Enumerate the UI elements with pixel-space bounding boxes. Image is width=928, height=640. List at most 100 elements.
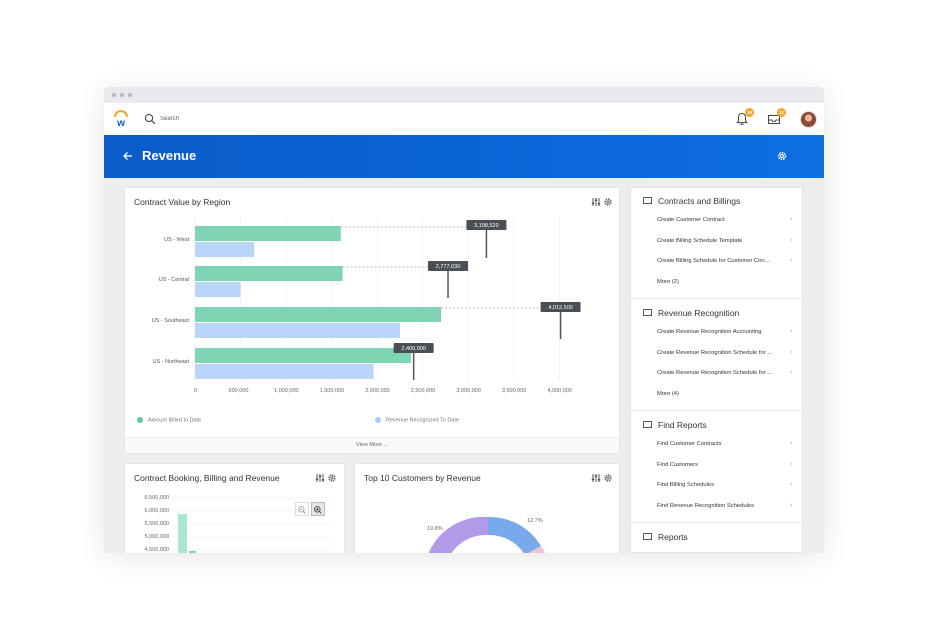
- sidebar-item[interactable]: Create Revenue Recognition Schedule for …: [657, 370, 773, 376]
- region-bar-chart: 3,198,520 2,777,030 4,012,500 2,400,000: [194, 216, 581, 381]
- total-callout: [540, 302, 581, 312]
- search-icon[interactable]: [144, 113, 156, 125]
- total-callout-label: 2,777,030: [436, 264, 460, 270]
- billed-bar: [195, 307, 441, 322]
- card-title: Contract Booking, Billing and Revenue: [134, 473, 280, 483]
- section-icon: [643, 421, 652, 429]
- sidebar-more-link[interactable]: More (4): [657, 390, 679, 397]
- chevron-right-icon: ›: [790, 440, 793, 447]
- window-chrome: [104, 87, 824, 103]
- workday-logo[interactable]: w: [112, 110, 130, 128]
- card-tools: [315, 473, 337, 483]
- total-callout: [393, 343, 434, 353]
- card-title: Top 10 Customers by Revenue: [364, 473, 481, 483]
- card-tools: [591, 473, 613, 483]
- avatar[interactable]: [800, 111, 817, 128]
- sidebar-panel: Contracts and Billings Create Customer Co…: [630, 187, 803, 553]
- total-callout-label: 4,012,500: [548, 305, 572, 311]
- chevron-right-icon: ›: [790, 369, 793, 376]
- card-gear-icon[interactable]: [327, 473, 337, 483]
- y-tick-label: 5,000,000: [144, 534, 169, 540]
- sidebar-item[interactable]: Create Customer Contract: [657, 217, 725, 223]
- total-callout: [428, 261, 469, 271]
- back-arrow-icon[interactable]: [122, 150, 134, 162]
- chevron-right-icon: ›: [790, 481, 793, 488]
- sidebar-item[interactable]: Find Customer Contracts: [657, 441, 722, 447]
- booking-bar-chart: [173, 497, 330, 553]
- billed-bar: [195, 266, 343, 281]
- total-callout-label: 3,198,520: [474, 223, 498, 229]
- chevron-right-icon: ›: [790, 328, 793, 335]
- billed-bar: [195, 226, 341, 241]
- x-tick-label: 4,000,000: [547, 388, 572, 394]
- view-more-link[interactable]: View More ...: [125, 437, 619, 453]
- section-icon: [643, 533, 652, 541]
- section-icon: [643, 197, 652, 205]
- y-tick-label: 6,000,000: [144, 508, 169, 514]
- legend-billed-label: Amount Billed to Date: [148, 417, 202, 424]
- region-chart-card: Contract Value by Region US - West US - C…: [124, 187, 620, 454]
- recognized-bar: [195, 242, 255, 257]
- legend-billed-swatch: [137, 417, 143, 423]
- y-tick-label: 4,500,000: [144, 547, 169, 553]
- x-tick-label: 3,000,000: [456, 388, 481, 394]
- card-gear-icon[interactable]: [603, 473, 613, 483]
- zoom-in-button[interactable]: [311, 502, 325, 516]
- legend-billed[interactable]: Amount Billed to Date: [137, 417, 201, 423]
- section-divider: [631, 410, 802, 411]
- donut-slice: [528, 546, 546, 553]
- inbox-icon: [768, 115, 780, 124]
- chevron-right-icon: ›: [790, 348, 793, 356]
- card-tools: [591, 197, 613, 207]
- sidebar-item[interactable]: Find Billing Schedules: [657, 482, 715, 488]
- zoom-out-button[interactable]: [295, 502, 309, 516]
- window-dot: [128, 93, 132, 97]
- category-label: US - Central: [158, 277, 189, 283]
- category-label: US - Northeast: [152, 359, 189, 365]
- notifications-button[interactable]: 19: [734, 108, 754, 127]
- svg-text:w: w: [116, 118, 125, 128]
- sidebar-section-label: Reports: [658, 532, 688, 542]
- chevron-right-icon: ›: [790, 257, 793, 264]
- card-title: Contract Value by Region: [134, 197, 231, 207]
- filter-sliders-icon[interactable]: [315, 473, 325, 483]
- sidebar-item[interactable]: Create Revenue Recognition Schedule for …: [657, 349, 773, 356]
- section-divider: [631, 298, 802, 299]
- sidebar-item[interactable]: Create Revenue Recognition Accounting: [657, 329, 762, 335]
- customers-donut-chart: 19.8% 12.7%: [427, 516, 546, 553]
- settings-gear-icon[interactable]: [776, 150, 788, 162]
- sidebar-item[interactable]: Create Billing Schedule for Customer Con…: [657, 258, 770, 264]
- x-tick-label: 500,000: [228, 388, 249, 394]
- filter-sliders-icon[interactable]: [591, 473, 601, 483]
- card-gear-icon[interactable]: [603, 197, 613, 207]
- sidebar-section-title: Reports: [643, 532, 688, 542]
- sidebar-section-title: Contracts and Billings: [643, 196, 740, 206]
- chevron-right-icon: ›: [790, 460, 793, 468]
- app-window: w 19 12 Revenue: [104, 87, 824, 553]
- sidebar-item[interactable]: Find Revenue Recognition Schedules: [657, 502, 754, 509]
- legend-recognized[interactable]: Revenue Recognized To Date: [375, 417, 459, 423]
- x-tick-label: 1,000,000: [274, 388, 299, 394]
- x-tick-label: 3,500,000: [501, 388, 527, 394]
- x-tick-label: 1,500,000: [319, 388, 345, 394]
- total-callout-label: 2,400,000: [401, 346, 425, 352]
- search-input[interactable]: [160, 112, 360, 126]
- x-tick-label: 2,500,000: [410, 388, 436, 394]
- chevron-right-icon: ›: [790, 501, 793, 509]
- sidebar-item[interactable]: Find Customers: [657, 461, 698, 468]
- donut-slice: [428, 516, 488, 553]
- sidebar-more-link[interactable]: More (2): [657, 278, 679, 285]
- chevron-right-icon: ›: [790, 216, 793, 223]
- page-title: Revenue: [142, 148, 197, 163]
- slice-label: 19.8%: [427, 526, 443, 532]
- booking-bar: [178, 514, 187, 553]
- billed-bar: [195, 348, 411, 363]
- sidebar-item[interactable]: Create Billing Schedule Template: [657, 237, 743, 244]
- inbox-button[interactable]: 12: [766, 108, 786, 127]
- top-bar: w 19 12: [104, 103, 824, 136]
- recognized-bar: [195, 282, 241, 297]
- sidebar-section-label: Contracts and Billings: [658, 196, 741, 206]
- slice-label: 12.7%: [527, 518, 543, 524]
- zoom-out-icon: [298, 506, 306, 514]
- filter-sliders-icon[interactable]: [591, 197, 601, 207]
